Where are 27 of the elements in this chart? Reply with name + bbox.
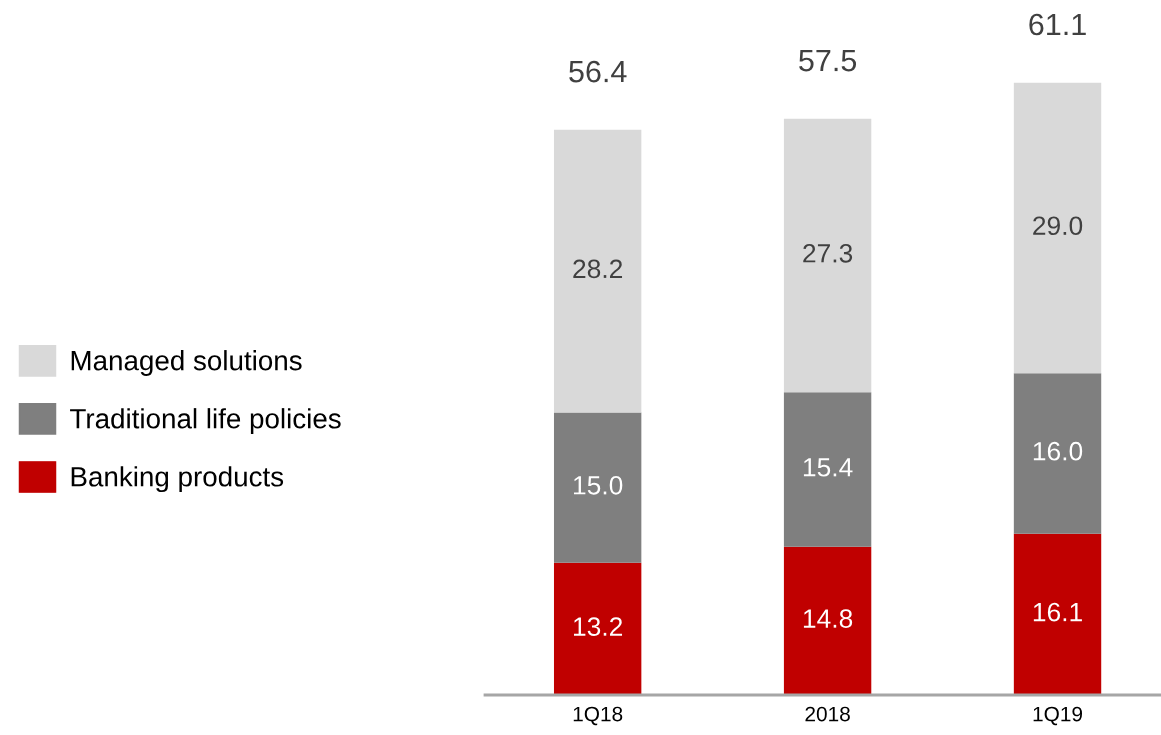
data-label: 16.0 xyxy=(1033,441,1083,461)
total-label: 61.1 xyxy=(1029,13,1086,36)
total-label: 56.4 xyxy=(569,60,627,83)
data-label: 15.4 xyxy=(803,458,853,477)
x-tick-label: 1Q19 xyxy=(1033,706,1083,726)
data-label: 14.8 xyxy=(803,609,853,628)
bar xyxy=(553,412,642,563)
bar xyxy=(553,562,642,695)
data-label: 28.2 xyxy=(573,259,623,279)
total-label: 57.5 xyxy=(799,50,857,72)
bar xyxy=(553,129,642,413)
x-tick-label: 2018 xyxy=(805,706,850,722)
legend-label: Traditional life policies xyxy=(70,408,341,435)
data-label: 29.0 xyxy=(1033,216,1083,236)
bar xyxy=(783,392,872,547)
x-tick-label: 1Q18 xyxy=(573,706,623,726)
bar xyxy=(1013,82,1102,374)
bar xyxy=(783,118,872,393)
bar xyxy=(783,546,872,695)
data-label: 13.2 xyxy=(574,617,623,636)
data-label: 27.3 xyxy=(803,243,853,263)
legend-label: Banking products xyxy=(71,466,284,493)
data-label: 16.1 xyxy=(1033,602,1082,622)
bar xyxy=(1013,373,1102,534)
bar xyxy=(1013,533,1102,695)
legend-label: Managed solutions xyxy=(71,350,302,376)
data-label: 15.0 xyxy=(574,475,623,495)
